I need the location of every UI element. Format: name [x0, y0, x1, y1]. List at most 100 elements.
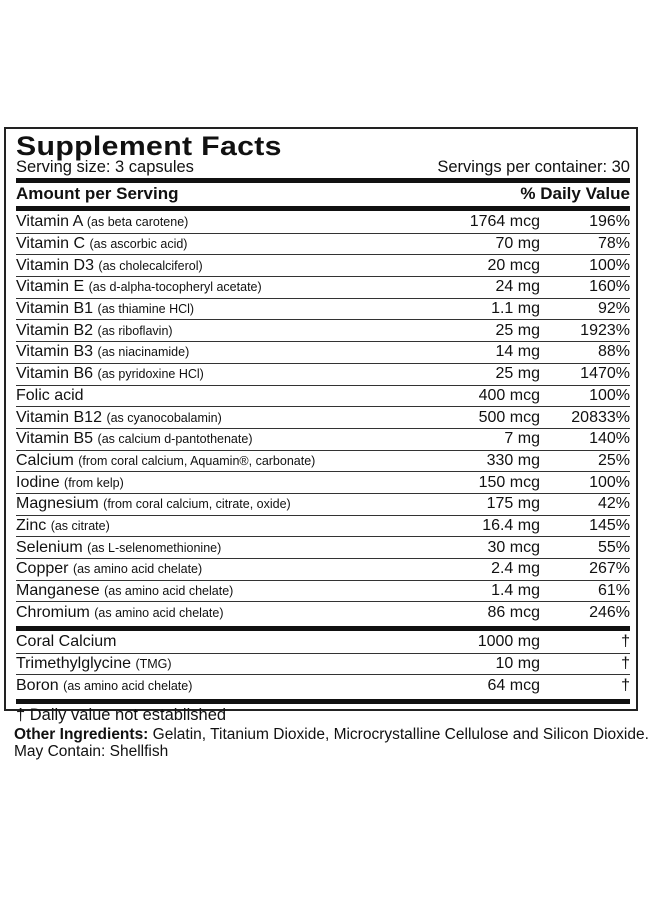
table-row: Zinc (as citrate) 16.4 mg 145% [16, 516, 630, 538]
nutrient-source: (as amino acid chelate) [72, 562, 203, 577]
nutrient-name: Vitamin B12 (as cyanocobalamin) [16, 409, 410, 427]
nutrient-name: Trimethylglycine (TMG) [16, 655, 410, 673]
nutrient-label: Vitamin C [16, 235, 86, 253]
other-ingredients-label: Other Ingredients: [14, 726, 149, 743]
nutrient-name: Vitamin B6 (as pyridoxine HCl) [16, 365, 410, 383]
table-row: Magnesium (from coral calcium, citrate, … [16, 494, 630, 516]
table-row: Vitamin C (as ascorbic acid) 70 mg 78% [16, 234, 630, 256]
other-nutrient-rows: Coral Calcium 1000 mg † Trimethylglycine (… [16, 632, 630, 697]
amount: 7 mg [504, 430, 540, 448]
nutrient-name: Vitamin D3 (as cholecalciferol) [16, 257, 410, 275]
amount: 175 mg [486, 495, 540, 513]
amount: 14 mg [495, 343, 540, 361]
panel-title: Supplement Facts [16, 131, 282, 161]
nutrient-name: Folic acid [16, 387, 410, 405]
nutrient-label: Vitamin B1 [16, 300, 94, 318]
nutrient-label: Iodine [16, 473, 60, 491]
nutrient-label: Folic acid [16, 386, 84, 404]
amount: 150 mcg [478, 473, 540, 491]
nutrient-label: Copper [16, 560, 69, 578]
amount: 330 mg [486, 451, 540, 469]
serving-info: Serving size: 3 capsules Servings per co… [16, 159, 630, 176]
daily-value: 1470% [580, 365, 630, 383]
nutrient-label: Vitamin B3 [16, 343, 94, 361]
nutrient-label: Zinc [16, 516, 47, 534]
nutrient-label: Vitamin B5 [16, 430, 94, 448]
amount: 30 mcg [487, 538, 540, 556]
amount: 20 mcg [487, 256, 540, 274]
daily-value: 20833% [571, 408, 630, 426]
amount: 10 mg [495, 655, 540, 673]
table-row: Vitamin B12 (as cyanocobalamin) 500 mcg 20… [16, 407, 630, 429]
daily-value: † [621, 633, 630, 651]
nutrient-name: Chromium (as amino acid chelate) [16, 604, 410, 622]
nutrient-source: (as beta carotene) [86, 215, 189, 230]
nutrient-source: (as calcium d-pantothenate) [97, 432, 253, 447]
nutrient-source: (as amino acid chelate) [63, 679, 193, 694]
nutrient-label: Vitamin A [16, 213, 83, 231]
daily-value: 246% [589, 604, 630, 622]
daily-value: 267% [589, 560, 630, 578]
table-row: Manganese (as amino acid chelate) 1.4 mg 6… [16, 581, 630, 603]
amount: 1764 mcg [469, 213, 540, 231]
nutrient-name: Vitamin B2 (as riboflavin) [16, 322, 410, 340]
nutrient-name: Iodine (from kelp) [16, 474, 410, 492]
amount: 24 mg [495, 278, 540, 296]
nutrient-name: Manganese (as amino acid chelate) [16, 582, 410, 600]
nutrient-label: Vitamin E [16, 278, 85, 296]
divider [16, 626, 630, 632]
other-ingredients: Other Ingredients: Gelatin, Titanium Dio… [14, 726, 654, 760]
nutrient-name: Vitamin A (as beta carotene) [16, 213, 410, 231]
amount: 1.4 mg [491, 582, 540, 600]
daily-value: 100% [589, 386, 630, 404]
nutrient-label: Boron [16, 677, 59, 695]
daily-value: 100% [589, 473, 630, 491]
divider [16, 178, 630, 183]
footnote: † Daily value not established [16, 706, 227, 725]
nutrient-source: (as d-alpha-tocopheryl acetate) [88, 280, 262, 295]
table-row: Vitamin D3 (as cholecalciferol) 20 mcg 100… [16, 255, 630, 278]
nutrient-label: Magnesium [16, 495, 99, 513]
amount: 25 mg [495, 321, 540, 339]
nutrient-name: Vitamin E (as d-alpha-tocopheryl acetate… [16, 278, 410, 296]
daily-value: 160% [589, 278, 630, 296]
nutrient-source: (as citrate) [50, 518, 110, 533]
nutrient-source: (TMG) [135, 657, 172, 672]
table-row: Calcium (from coral calcium, Aquamin®, c… [16, 451, 630, 473]
may-contain: May Contain: Shellfish [14, 743, 169, 760]
nutrient-name: Magnesium (from coral calcium, citrate, … [16, 495, 410, 513]
amount: 86 mcg [487, 604, 540, 622]
nutrient-label: Trimethylglycine [16, 655, 131, 673]
other-ingredients-text: Gelatin, Titanium Dioxide, Microcrystall… [148, 726, 649, 743]
amount: 70 mg [495, 235, 540, 253]
nutrient-label: Coral Calcium [16, 633, 117, 651]
daily-value: 25% [597, 451, 630, 469]
daily-value: 78% [597, 235, 630, 253]
daily-value: 61% [597, 582, 630, 600]
nutrient-source: (as L-selenomethionine) [87, 540, 222, 555]
supplement-facts-panel: Supplement Facts Serving size: 3 capsule… [4, 127, 638, 724]
table-row: Folic acid 400 mcg 100% [16, 386, 630, 408]
table-row: Vitamin B6 (as pyridoxine HCl) 25 mg 1470% [16, 364, 630, 386]
nutrient-source: (as thiamine HCl) [97, 302, 195, 317]
nutrient-source: (from kelp) [64, 475, 124, 490]
daily-value: 92% [597, 300, 630, 318]
table-row: Vitamin B3 (as niacinamide) 14 mg 88% [16, 342, 630, 364]
daily-value: † [621, 677, 630, 695]
serving-size: Serving size: 3 capsules [16, 158, 194, 176]
table-header: Amount per Serving % Daily Value [16, 184, 630, 204]
nutrient-source: (as amino acid chelate) [94, 606, 224, 621]
nutrient-label: Vitamin B12 [16, 408, 102, 426]
nutrient-name: Coral Calcium [16, 633, 410, 651]
divider [16, 699, 630, 705]
amount: 16.4 mg [482, 516, 540, 534]
nutrient-source: (as cyanocobalamin) [106, 410, 222, 425]
amount: 1.1 mg [491, 300, 540, 318]
nutrient-source: (from coral calcium, Aquamin®, carbonate… [78, 453, 316, 468]
amount: 1000 mg [477, 633, 540, 651]
table-row: Chromium (as amino acid chelate) 86 mcg 24… [16, 602, 630, 624]
nutrient-source: (as ascorbic acid) [89, 237, 188, 252]
daily-value: 140% [589, 430, 630, 448]
daily-value: 100% [589, 256, 630, 274]
daily-value: 88% [597, 343, 630, 361]
